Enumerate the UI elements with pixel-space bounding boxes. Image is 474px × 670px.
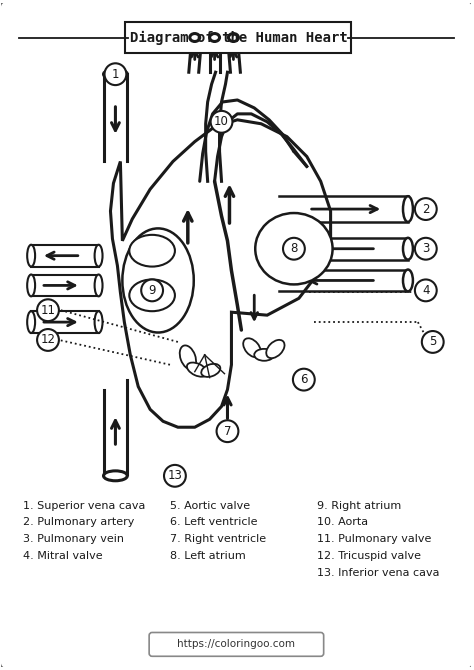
- Circle shape: [293, 369, 315, 391]
- Text: https://coloringoo.com: https://coloringoo.com: [177, 639, 295, 649]
- Text: 4. Mitral valve: 4. Mitral valve: [23, 551, 103, 561]
- Text: 8. Left atrium: 8. Left atrium: [170, 551, 246, 561]
- Ellipse shape: [190, 34, 200, 42]
- Text: 9: 9: [148, 284, 156, 297]
- Ellipse shape: [27, 245, 35, 267]
- Text: 8: 8: [290, 243, 298, 255]
- Circle shape: [37, 329, 59, 351]
- Circle shape: [415, 279, 437, 302]
- Ellipse shape: [129, 279, 175, 311]
- Circle shape: [415, 198, 437, 220]
- Text: 6. Left ventricle: 6. Left ventricle: [170, 517, 257, 527]
- Text: 10. Aorta: 10. Aorta: [317, 517, 368, 527]
- Ellipse shape: [228, 34, 238, 42]
- Circle shape: [164, 465, 186, 486]
- Text: 10: 10: [214, 115, 229, 128]
- Ellipse shape: [403, 269, 413, 291]
- Ellipse shape: [95, 311, 102, 333]
- Ellipse shape: [95, 275, 102, 296]
- Ellipse shape: [180, 346, 196, 369]
- Ellipse shape: [403, 238, 413, 260]
- Ellipse shape: [201, 364, 220, 377]
- Text: Diagram of the Human Heart: Diagram of the Human Heart: [129, 30, 347, 45]
- Circle shape: [141, 279, 163, 302]
- Circle shape: [415, 238, 437, 260]
- Text: 3: 3: [422, 243, 429, 255]
- Text: 11: 11: [40, 304, 55, 317]
- Text: 1. Superior vena cava: 1. Superior vena cava: [23, 500, 146, 511]
- Ellipse shape: [129, 235, 175, 267]
- Text: 9. Right atrium: 9. Right atrium: [317, 500, 401, 511]
- Ellipse shape: [254, 349, 274, 360]
- Text: 6: 6: [300, 373, 308, 386]
- Circle shape: [217, 420, 238, 442]
- Ellipse shape: [27, 311, 35, 333]
- Circle shape: [283, 238, 305, 260]
- Ellipse shape: [210, 34, 219, 42]
- Ellipse shape: [95, 245, 102, 267]
- Ellipse shape: [403, 196, 413, 222]
- Circle shape: [422, 331, 444, 353]
- Ellipse shape: [266, 340, 284, 358]
- Text: 7. Right ventricle: 7. Right ventricle: [170, 534, 266, 544]
- FancyBboxPatch shape: [149, 632, 324, 657]
- Text: 5. Aortic valve: 5. Aortic valve: [170, 500, 250, 511]
- Circle shape: [105, 63, 127, 85]
- Ellipse shape: [187, 362, 207, 377]
- Ellipse shape: [243, 338, 261, 357]
- Ellipse shape: [27, 275, 35, 296]
- Ellipse shape: [103, 471, 128, 481]
- Text: 13: 13: [167, 469, 182, 482]
- FancyBboxPatch shape: [125, 21, 351, 54]
- Text: 12: 12: [40, 334, 55, 346]
- Ellipse shape: [103, 69, 128, 79]
- Ellipse shape: [122, 228, 194, 332]
- Polygon shape: [110, 120, 330, 427]
- Text: 5: 5: [429, 336, 437, 348]
- Text: 4: 4: [422, 284, 429, 297]
- Circle shape: [37, 299, 59, 321]
- Text: 13. Inferior vena cava: 13. Inferior vena cava: [317, 568, 439, 578]
- Text: 11. Pulmonary valve: 11. Pulmonary valve: [317, 534, 431, 544]
- Circle shape: [210, 111, 232, 133]
- Text: 2. Pulmonary artery: 2. Pulmonary artery: [23, 517, 135, 527]
- Text: 2: 2: [422, 202, 429, 216]
- Text: 1: 1: [112, 68, 119, 80]
- Text: 12. Tricuspid valve: 12. Tricuspid valve: [317, 551, 421, 561]
- Text: 3. Pulmonary vein: 3. Pulmonary vein: [23, 534, 124, 544]
- Ellipse shape: [255, 213, 333, 285]
- Text: 7: 7: [224, 425, 231, 438]
